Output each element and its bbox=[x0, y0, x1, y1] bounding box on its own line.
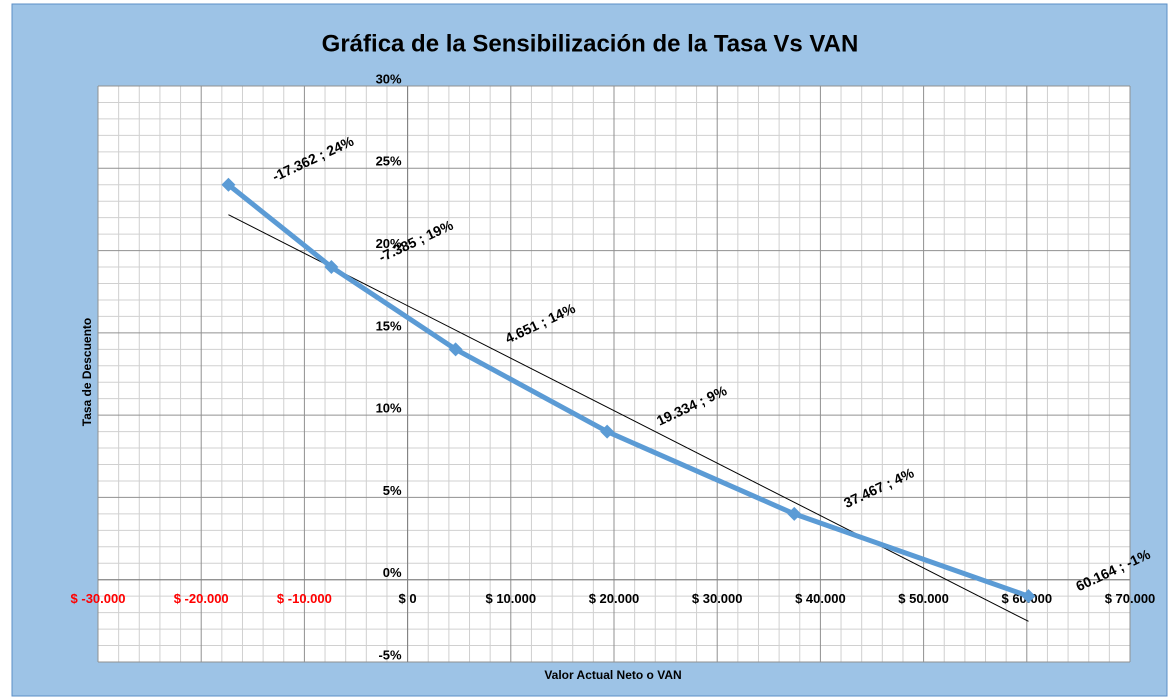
marker bbox=[324, 260, 339, 275]
x-tick-label: $ -10.000 bbox=[277, 591, 332, 606]
x-tick-label: $ 40.000 bbox=[795, 591, 846, 606]
marker bbox=[221, 177, 236, 192]
x-tick-label: $ -30.000 bbox=[71, 591, 126, 606]
y-tick-label: 5% bbox=[383, 483, 402, 498]
y-tick-label: 25% bbox=[376, 154, 402, 169]
y-tick-label: 10% bbox=[376, 401, 402, 416]
x-tick-label: $ 30.000 bbox=[692, 591, 743, 606]
trendline bbox=[228, 214, 1029, 622]
y-tick-label: 0% bbox=[383, 565, 402, 580]
x-tick-label: $ 50.000 bbox=[898, 591, 949, 606]
y-axis-title: Tasa de Descuento bbox=[80, 318, 94, 426]
marker bbox=[787, 506, 802, 521]
series-line bbox=[226, 182, 1030, 599]
y-tick-label: 15% bbox=[376, 318, 402, 333]
y-tick-label: 20% bbox=[376, 236, 402, 251]
y-tick-label: 30% bbox=[376, 71, 402, 86]
x-tick-label: $ 70.000 bbox=[1105, 591, 1156, 606]
x-axis-title: Valor Actual Neto o VAN bbox=[544, 668, 681, 682]
x-tick-label: $ 10.000 bbox=[485, 591, 536, 606]
marker bbox=[448, 342, 463, 357]
x-tick-label: $ -20.000 bbox=[174, 591, 229, 606]
chart-title: Gráfica de la Sensibilización de la Tasa… bbox=[322, 30, 859, 57]
marker bbox=[600, 424, 615, 439]
marker bbox=[1021, 589, 1036, 604]
x-tick-label: $ 20.000 bbox=[589, 591, 640, 606]
y-tick-label: -5% bbox=[378, 647, 402, 662]
